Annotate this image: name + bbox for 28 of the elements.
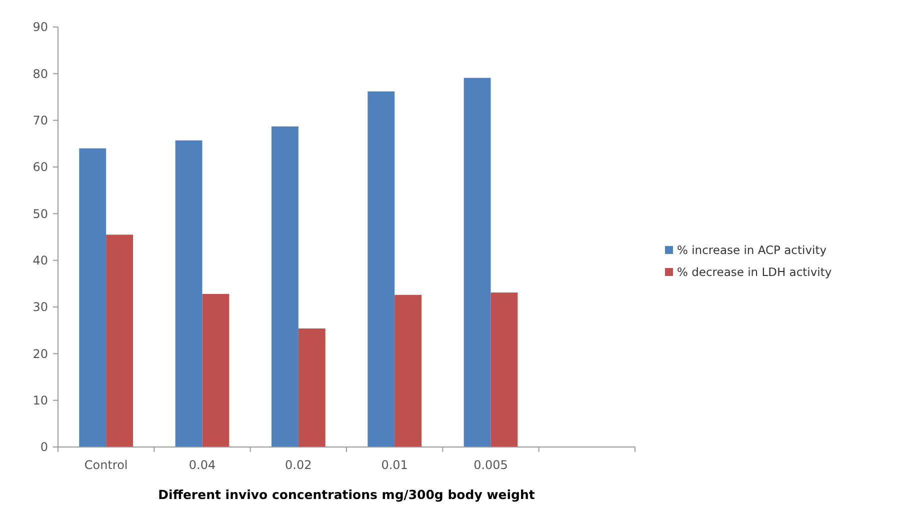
x-tick-label: 0.02 [285, 458, 312, 472]
y-tick-label: 60 [32, 160, 48, 174]
bar [79, 148, 106, 447]
x-tick-label: 0.005 [474, 458, 508, 472]
bar [298, 328, 326, 447]
y-tick-label: 50 [32, 206, 48, 221]
bar [106, 234, 134, 447]
bar [202, 294, 230, 447]
x-tick-label: 0.01 [381, 458, 408, 472]
bar [490, 292, 518, 447]
bar [394, 294, 422, 447]
y-tick-label: 20 [32, 346, 48, 361]
legend-label: % decrease in LDH activity [677, 265, 832, 280]
y-tick-label: 10 [32, 394, 48, 408]
x-tick-label: 0.04 [188, 458, 216, 472]
x-tick-label: Control [84, 458, 128, 472]
y-tick-label: 70 [32, 114, 48, 128]
bar [271, 126, 298, 447]
legend-label: % increase in ACP activity [677, 243, 827, 258]
y-tick-label: 0 [40, 440, 48, 454]
bar [464, 78, 491, 447]
x-axis-title: Different invivo concentrations mg/300g body weight [158, 487, 535, 502]
y-tick-label: 30 [32, 300, 48, 314]
bar [175, 140, 202, 447]
bar [368, 91, 395, 447]
y-tick-label: 40 [32, 254, 48, 268]
y-tick-label: 80 [32, 66, 48, 81]
y-tick-label: 90 [32, 20, 48, 34]
